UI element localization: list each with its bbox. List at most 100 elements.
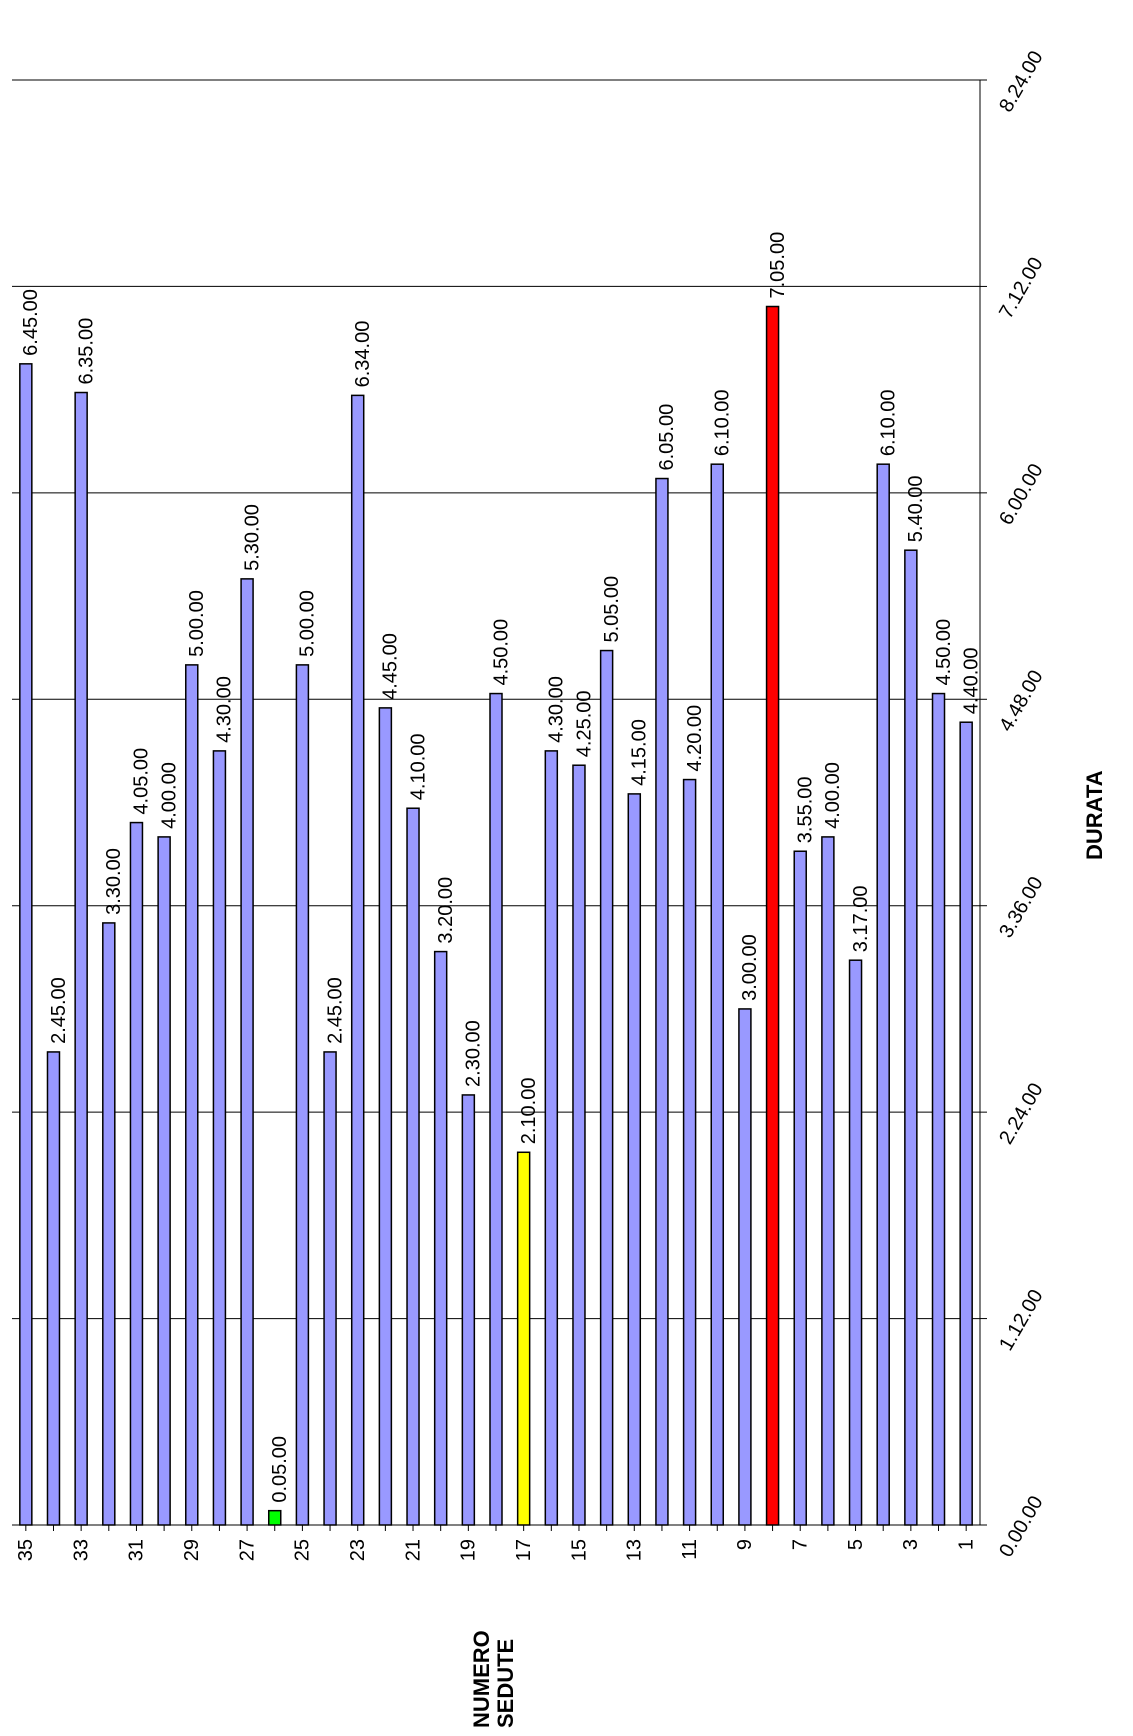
value-label-5: 3.17.00 xyxy=(850,885,872,952)
value-label-24: 2.45.00 xyxy=(324,977,346,1044)
bar-11 xyxy=(682,778,697,1526)
value-axis-tick-label: 2.24.00 xyxy=(995,1079,1047,1148)
value-label-23: 6.34.00 xyxy=(352,321,374,388)
category-tick-label: 1 xyxy=(955,1539,977,1550)
bar-35 xyxy=(19,363,33,1526)
bar-18 xyxy=(489,692,503,1526)
bar-27 xyxy=(240,578,254,1526)
category-tick-label: 25 xyxy=(292,1539,314,1561)
value-label-27: 5.30.00 xyxy=(241,504,263,571)
bar-15 xyxy=(572,764,586,1526)
value-label-14: 5.05.00 xyxy=(601,576,623,643)
value-label-17: 2.10.00 xyxy=(518,1078,540,1145)
bar-7 xyxy=(793,850,807,1526)
value-label-21: 4.10.00 xyxy=(407,733,429,800)
value-label-29: 5.00.00 xyxy=(186,590,208,657)
category-tick-label: 9 xyxy=(734,1539,756,1550)
value-label-7: 3.55.00 xyxy=(795,777,817,844)
bar-26 xyxy=(267,1509,282,1526)
bars xyxy=(19,305,973,1526)
value-label-9: 3.00.00 xyxy=(739,934,761,1001)
value-label-26: 0.05.00 xyxy=(269,1436,291,1503)
x-axis-title: NUMERO SEDUTE xyxy=(469,1630,518,1728)
bar-16 xyxy=(544,750,559,1526)
category-tick-label: 29 xyxy=(181,1539,203,1561)
value-label-10: 6.10.00 xyxy=(712,389,734,456)
value-label-22: 4.45.00 xyxy=(380,633,402,700)
bar-14 xyxy=(599,649,614,1526)
category-tick-label: 17 xyxy=(513,1539,535,1561)
value-label-28: 4.30.00 xyxy=(214,676,236,743)
bar-32 xyxy=(102,922,116,1526)
bar-20 xyxy=(433,950,448,1526)
value-label-8: 7.05.00 xyxy=(767,232,789,299)
bar-22 xyxy=(378,707,393,1526)
value-label-25: 5.00.00 xyxy=(297,590,319,657)
bar-9 xyxy=(738,1008,752,1526)
value-label-15: 4.25.00 xyxy=(573,690,595,757)
bar-12 xyxy=(655,477,669,1526)
value-label-16: 4.30.00 xyxy=(546,676,568,743)
category-tick-label: 7 xyxy=(790,1539,812,1550)
bar-30 xyxy=(157,836,171,1526)
category-tick-label: 15 xyxy=(568,1539,590,1561)
value-label-31: 4.05.00 xyxy=(131,748,153,815)
bar-33 xyxy=(74,391,88,1526)
value-label-19: 2.30.00 xyxy=(463,1020,485,1087)
bar-5 xyxy=(848,959,863,1526)
value-axis-tick-label: 6.00.00 xyxy=(995,460,1047,529)
value-label-1: 4.40.00 xyxy=(960,647,982,714)
category-tick-label: 21 xyxy=(402,1539,424,1561)
bar-19 xyxy=(461,1094,476,1526)
value-label-30: 4.00.00 xyxy=(158,762,180,829)
value-label-11: 4.20.00 xyxy=(684,705,706,772)
bar-10 xyxy=(710,463,725,1526)
value-axis-tick-label: 0.00.00 xyxy=(995,1492,1047,1561)
category-tick-label: 35 xyxy=(15,1539,37,1561)
category-tick-label: 19 xyxy=(458,1539,480,1561)
value-label-33: 6.35.00 xyxy=(75,318,97,385)
value-label-13: 4.15.00 xyxy=(629,719,651,786)
bar-4 xyxy=(876,463,890,1526)
bar-13 xyxy=(627,793,642,1526)
value-label-20: 3.20.00 xyxy=(435,877,457,944)
value-label-35: 6.45.00 xyxy=(20,289,42,356)
category-tick-label: 23 xyxy=(347,1539,369,1561)
value-label-6: 4.00.00 xyxy=(822,762,844,829)
bar-2 xyxy=(931,692,946,1526)
bar-34 xyxy=(46,1051,61,1526)
category-tick-label: 13 xyxy=(624,1539,646,1561)
bar-25 xyxy=(295,664,310,1526)
bar-6 xyxy=(821,836,835,1526)
value-label-18: 4.50.00 xyxy=(490,619,512,686)
value-label-32: 3.30.00 xyxy=(103,848,125,915)
value-label-4: 6.10.00 xyxy=(877,389,899,456)
category-tick-label: 11 xyxy=(679,1539,701,1560)
bar-28 xyxy=(212,750,227,1526)
value-axis-tick-label: 4.48.00 xyxy=(995,667,1047,736)
bar-29 xyxy=(185,664,199,1526)
bar-21 xyxy=(406,807,420,1526)
value-labels: 6.45.002.45.006.35.003.30.004.05.00 4.00.… xyxy=(20,232,982,1503)
value-axis-tick-label: 1.12.00 xyxy=(995,1286,1047,1355)
bar-1 xyxy=(959,721,973,1526)
bar-8 xyxy=(765,305,780,1526)
value-label-3: 5.40.00 xyxy=(905,475,927,542)
category-tick-label: 31 xyxy=(126,1539,148,1561)
value-label-2: 4.50.00 xyxy=(933,619,955,686)
value-label-34: 2.45.00 xyxy=(48,977,70,1044)
value-axis-tick-label: 3.36.00 xyxy=(995,873,1047,942)
bar-17 xyxy=(516,1151,531,1526)
category-tick-label: 5 xyxy=(845,1539,867,1550)
category-tick-label: 33 xyxy=(70,1539,92,1561)
value-axis-tick-label: 7.12.00 xyxy=(995,254,1047,323)
value-axis-tick-label: 8.24.00 xyxy=(995,47,1047,116)
bar-24 xyxy=(323,1051,337,1526)
value-label-12: 6.05.00 xyxy=(656,404,678,471)
category-tick-label: 27 xyxy=(236,1539,258,1561)
y-axis-title: DURATA xyxy=(1082,770,1107,860)
bar-3 xyxy=(904,549,918,1526)
bar-23 xyxy=(350,394,365,1526)
bar-31 xyxy=(129,821,144,1526)
